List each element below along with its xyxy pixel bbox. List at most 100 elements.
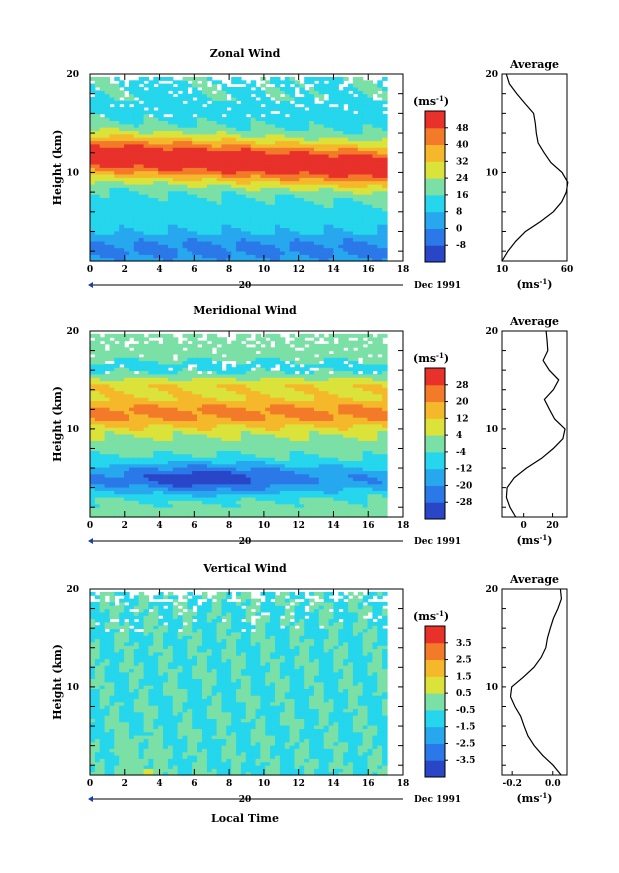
heatmap-cell	[231, 200, 237, 205]
heatmap-cell	[167, 340, 174, 345]
heatmap-cell	[172, 377, 179, 382]
heatmap-cell	[226, 150, 232, 155]
heatmap-cell	[90, 207, 96, 212]
heatmap-cell	[202, 420, 208, 425]
heatmap-cell	[206, 207, 213, 212]
heatmap-cell	[338, 251, 344, 255]
heatmap-cell	[114, 380, 120, 385]
heatmap-cell	[206, 353, 213, 358]
heatmap-cell	[177, 217, 184, 222]
heatmap-cell	[129, 410, 135, 415]
heatmap-cell	[372, 167, 378, 172]
heatmap-cell	[367, 194, 373, 198]
heatmap-cell	[289, 80, 296, 85]
heatmap-cell	[279, 227, 286, 232]
heatmap-cell	[163, 257, 169, 262]
profile-x-tick-label: 10	[496, 265, 509, 275]
heatmap-cell	[275, 237, 281, 242]
heatmap-cell	[104, 477, 111, 481]
heatmap-cell	[129, 174, 135, 178]
heatmap-cell	[133, 377, 140, 382]
heatmap-cell	[343, 177, 349, 182]
heatmap-cell	[352, 83, 359, 88]
heatmap-cell	[260, 204, 266, 208]
heatmap-cell	[143, 477, 150, 481]
heatmap-cell	[202, 234, 208, 239]
heatmap-cell	[260, 230, 266, 235]
heatmap-cell	[129, 387, 135, 392]
heatmap-cell	[158, 174, 164, 178]
heatmap-cell	[270, 157, 276, 162]
heatmap-cell	[153, 477, 159, 481]
heatmap-cell	[94, 204, 101, 208]
heatmap-cell	[372, 150, 378, 155]
heatmap-cell	[236, 80, 242, 85]
heatmap-cell	[250, 153, 257, 158]
heatmap-cell	[275, 90, 281, 95]
heatmap-cell	[138, 383, 145, 388]
heatmap-cell	[382, 97, 388, 101]
heatmap-cell	[323, 237, 330, 242]
heatmap-cell	[314, 83, 320, 88]
heatmap-cell	[158, 77, 164, 81]
heatmap-cell	[124, 437, 130, 441]
heatmap-cell	[119, 447, 125, 451]
heatmap-cell	[138, 350, 145, 355]
heatmap-cell	[99, 477, 106, 481]
heatmap-cell	[333, 143, 339, 148]
heatmap-cell	[265, 164, 271, 168]
heatmap-cell	[104, 83, 111, 88]
heatmap-cell	[167, 123, 174, 128]
heatmap-cell	[163, 377, 169, 382]
heatmap-cell	[192, 257, 198, 262]
heatmap-cell	[323, 251, 330, 255]
heatmap-cell	[182, 447, 188, 451]
heatmap-cell	[231, 490, 237, 495]
heatmap-cell	[104, 497, 111, 501]
heatmap-cell	[90, 430, 96, 435]
heatmap-cell	[275, 103, 281, 108]
heatmap-cell	[333, 133, 339, 138]
heatmap-cell	[236, 350, 242, 355]
heatmap-cell	[133, 170, 140, 175]
heatmap-cell	[109, 370, 115, 375]
heatmap-cell	[206, 433, 213, 438]
heatmap-cell	[90, 103, 96, 108]
heatmap-cell	[192, 187, 198, 192]
heatmap-cell	[197, 473, 203, 478]
heatmap-cell	[250, 100, 257, 105]
heatmap-cell	[192, 417, 198, 421]
heatmap-cell	[197, 210, 203, 215]
heatmap-cell	[211, 460, 218, 465]
heatmap-cell	[226, 194, 232, 198]
heatmap-cell	[314, 220, 320, 225]
heatmap-cell	[158, 493, 164, 498]
heatmap-cell	[129, 350, 135, 355]
heatmap-cell	[129, 200, 135, 205]
heatmap-cell	[226, 480, 232, 485]
heatmap-cell	[270, 137, 276, 142]
heatmap-cell	[153, 90, 159, 95]
heatmap-cell	[236, 360, 242, 365]
heatmap-cell	[163, 450, 169, 455]
heatmap-cell	[357, 244, 364, 249]
heatmap-cell	[153, 460, 159, 465]
heatmap-cell	[323, 227, 330, 232]
heatmap-cell	[158, 427, 164, 431]
heatmap-cell	[163, 234, 169, 239]
heatmap-cell	[352, 210, 359, 215]
heatmap-cell	[284, 80, 291, 85]
heatmap-cell	[275, 164, 281, 168]
heatmap-cell	[182, 417, 188, 421]
heatmap-cell	[133, 127, 140, 131]
heatmap-cell	[172, 413, 179, 418]
heatmap-cell	[119, 367, 125, 372]
heatmap-cell	[148, 97, 154, 101]
heatmap-cell	[265, 247, 271, 252]
heatmap-cell	[294, 170, 300, 175]
heatmap-cell	[197, 90, 203, 95]
heatmap-cell	[367, 230, 373, 235]
heatmap-cell	[153, 220, 159, 225]
heatmap-cell	[338, 153, 344, 158]
heatmap-cell	[323, 164, 330, 168]
